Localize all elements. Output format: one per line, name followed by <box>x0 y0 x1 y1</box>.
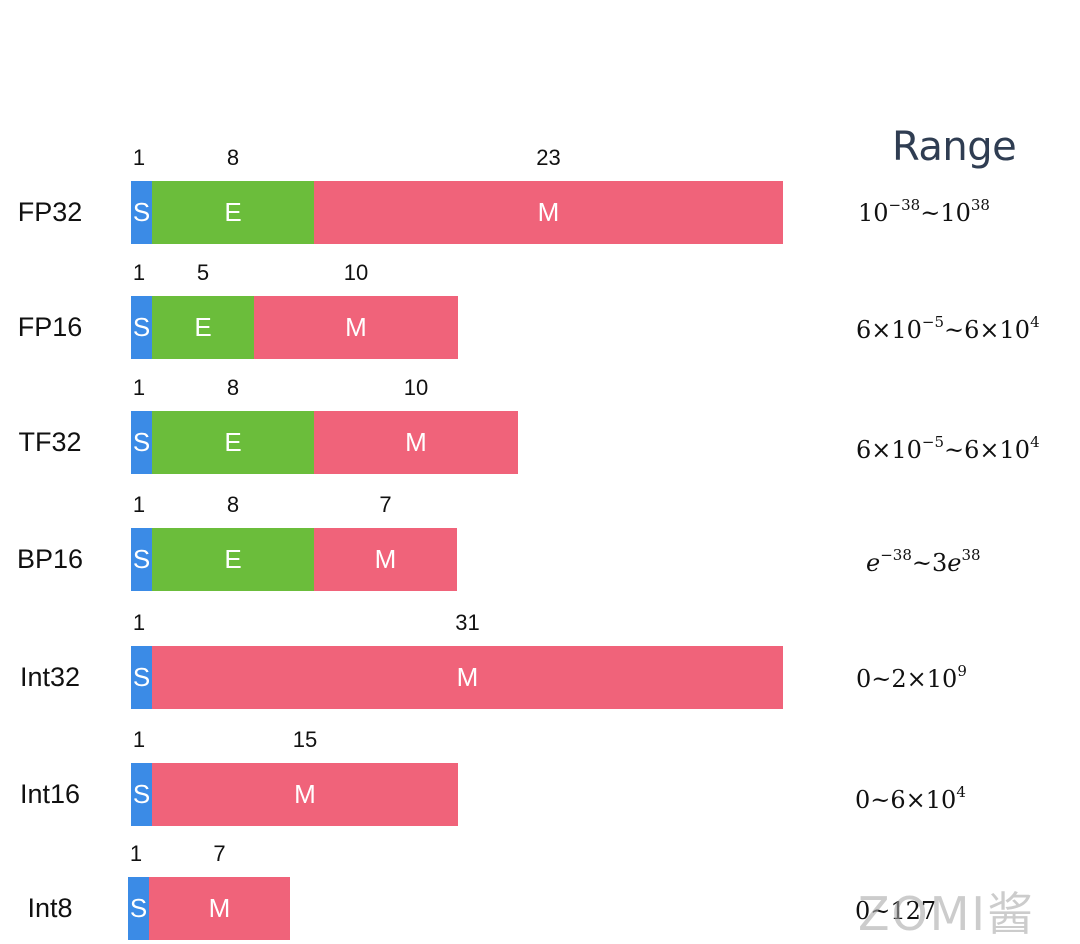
sign-bit-count: 1 <box>132 145 146 170</box>
exponent-segment: E <box>152 411 314 474</box>
range-header: Range <box>892 124 1017 170</box>
mantissa-bit-count: 7 <box>379 492 392 517</box>
mantissa-bit-count: 23 <box>536 145 561 170</box>
sign-bit-count: 1 <box>132 610 146 635</box>
sign-bit-count: 1 <box>132 727 146 752</box>
mantissa-segment: M <box>149 877 290 940</box>
mantissa-bit-count: 10 <box>403 375 429 400</box>
range-value-tf32: 6×10−5~6×104 <box>856 433 1040 464</box>
mantissa-segment: M <box>152 646 783 709</box>
exponent-bit-count: 8 <box>226 375 240 400</box>
range-value-fp32: 10−38~1038 <box>858 196 990 227</box>
sign-bit-count: 1 <box>129 841 143 866</box>
range-value-int16: 0~6×104 <box>855 783 966 814</box>
row-label-int32: Int32 <box>19 662 81 692</box>
watermark-logo: ZOMI酱 <box>858 887 1035 941</box>
exponent-bit-count: 5 <box>196 260 210 285</box>
mantissa-segment: M <box>314 181 783 244</box>
row-label-fp16: FP16 <box>17 312 83 342</box>
mantissa-segment: M <box>254 296 458 359</box>
sign-bit-count: 1 <box>132 260 146 285</box>
mantissa-segment: M <box>152 763 458 826</box>
sign-segment: S <box>131 528 152 591</box>
range-value-bp16: e−38~3e38 <box>866 546 981 577</box>
row-label-int16: Int16 <box>19 779 81 809</box>
exponent-segment: E <box>152 528 314 591</box>
sign-segment: S <box>131 763 152 826</box>
sign-segment: S <box>131 181 152 244</box>
range-value-fp16: 6×10−5~6×104 <box>856 313 1040 344</box>
range-value-int8: 0~127 <box>855 897 937 925</box>
row-label-int8: Int8 <box>27 893 73 923</box>
exponent-segment: E <box>152 181 314 244</box>
row-label-bp16: BP16 <box>16 544 84 574</box>
exponent-segment: E <box>152 296 254 359</box>
sign-segment: S <box>131 411 152 474</box>
mantissa-bit-count: 31 <box>455 610 480 635</box>
mantissa-segment: M <box>314 528 457 591</box>
sign-segment: S <box>128 877 149 940</box>
sign-bit-count: 1 <box>132 375 146 400</box>
exponent-bit-count: 8 <box>226 145 240 170</box>
exponent-bit-count: 8 <box>226 492 240 517</box>
row-label-fp32: FP32 <box>17 197 83 227</box>
mantissa-bit-count: 7 <box>213 841 226 866</box>
sign-segment: S <box>131 296 152 359</box>
mantissa-bit-count: 15 <box>292 727 318 752</box>
sign-segment: S <box>131 646 152 709</box>
mantissa-bit-count: 10 <box>343 260 369 285</box>
row-label-tf32: TF32 <box>18 427 82 457</box>
range-value-int32: 0~2×109 <box>856 662 967 693</box>
sign-bit-count: 1 <box>132 492 146 517</box>
mantissa-segment: M <box>314 411 518 474</box>
